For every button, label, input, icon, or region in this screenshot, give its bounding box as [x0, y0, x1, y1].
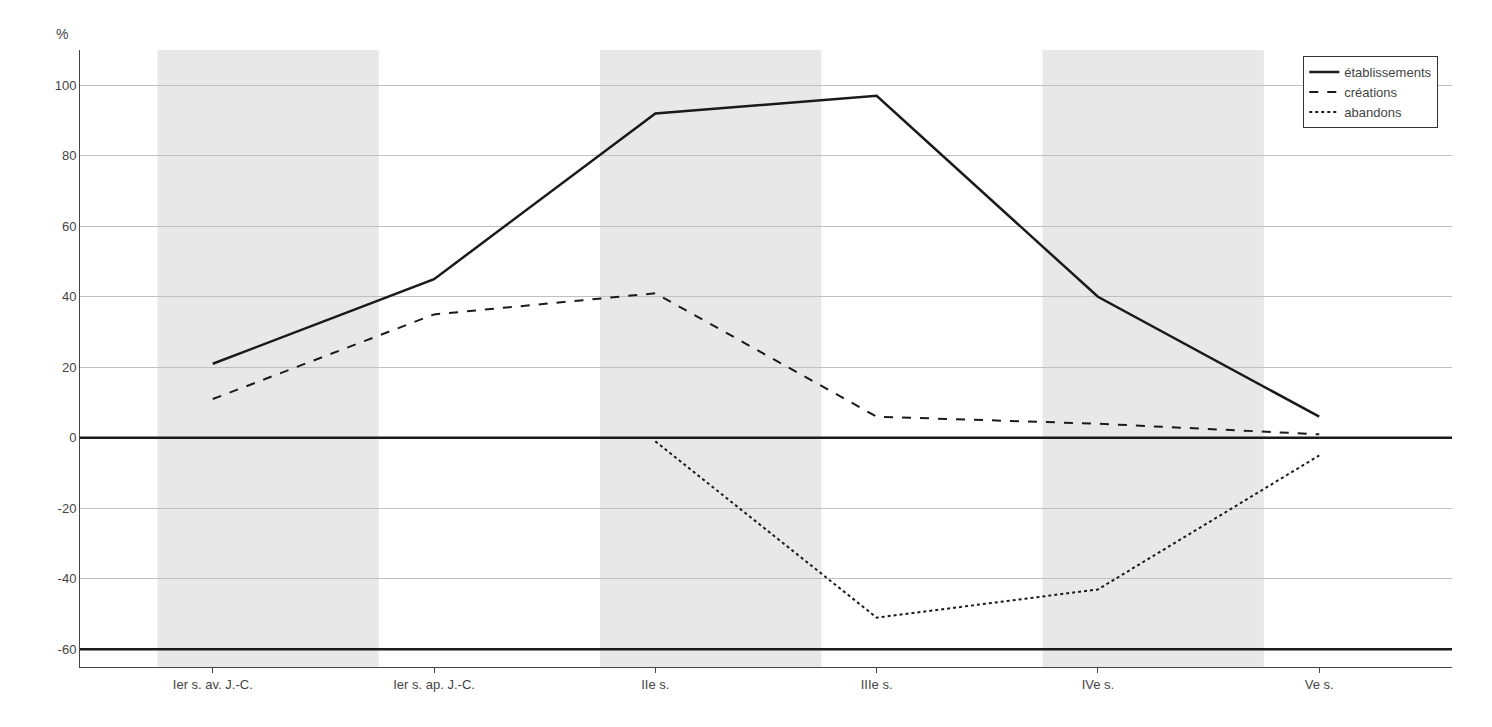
svg-text:40: 40 — [62, 289, 76, 304]
svg-text:Ier s. av. J.-C.: Ier s. av. J.-C. — [173, 677, 253, 692]
svg-text:80: 80 — [62, 148, 76, 163]
svg-text:-60: -60 — [58, 642, 77, 657]
svg-text:-20: -20 — [58, 501, 77, 516]
svg-text:20: 20 — [62, 360, 76, 375]
svg-text:0: 0 — [69, 430, 76, 445]
svg-text:100: 100 — [55, 78, 77, 93]
svg-text:Ier s. ap. J.-C.: Ier s. ap. J.-C. — [393, 677, 475, 692]
svg-text:IVe s.: IVe s. — [1082, 677, 1115, 692]
svg-text:abandons: abandons — [1344, 105, 1402, 120]
svg-text:IIe s.: IIe s. — [641, 677, 669, 692]
svg-text:%: % — [56, 26, 68, 42]
svg-text:IIIe s.: IIIe s. — [861, 677, 893, 692]
svg-text:60: 60 — [62, 219, 76, 234]
svg-text:-40: -40 — [58, 571, 77, 586]
svg-text:établissements: établissements — [1344, 65, 1431, 80]
svg-text:Ve s.: Ve s. — [1305, 677, 1334, 692]
svg-text:créations: créations — [1344, 85, 1397, 100]
